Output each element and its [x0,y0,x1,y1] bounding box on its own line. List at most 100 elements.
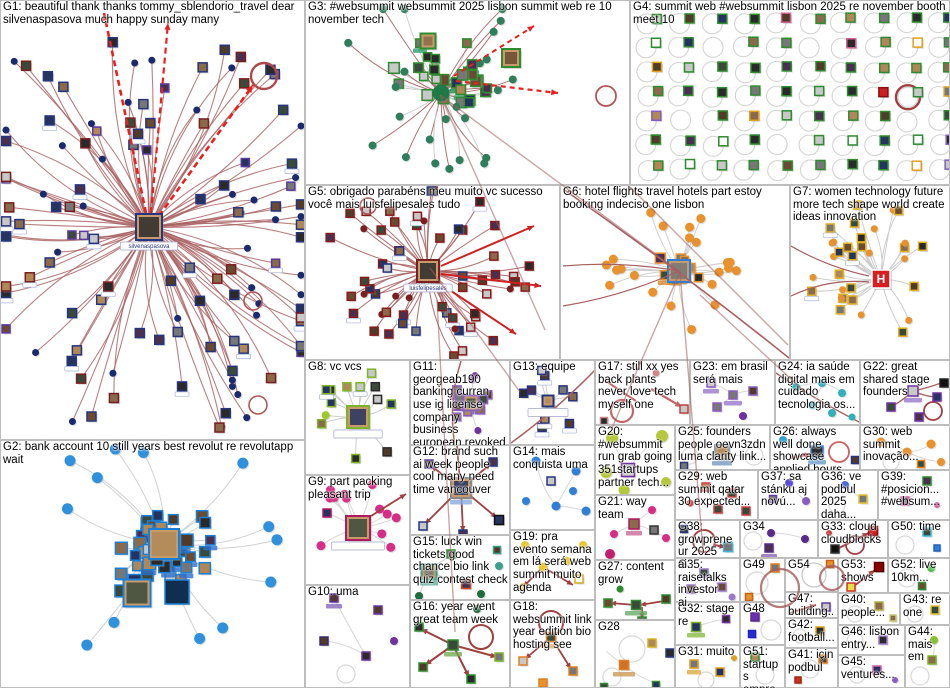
group-panel-g13[interactable]: G13: equipe [510,360,595,445]
group-panel-g47[interactable]: G47: building... [785,592,838,630]
group-graph-g50 [895,527,942,555]
group-panel-g6[interactable]: G6: hotel flights travel hotels part est… [560,185,790,360]
group-panel-g38[interactable]: G38: growpreneur 2025 ai... [675,520,740,571]
group-graph-g3 [344,5,617,174]
group-panel-g19[interactable]: G19: pra evento semana em lá será web su… [510,530,595,600]
group-graph-g1: silvenaspasova [1,12,304,434]
group-graph-g53 [846,561,886,592]
group-panel-g49[interactable]: G49 [740,558,785,602]
group-panel-g50[interactable]: G50: time [888,520,950,558]
group-graph-g52 [897,564,936,592]
group-graph-g46 [846,632,889,650]
group-panel-g25[interactable]: G25: founders people oevn3zdn luma clari… [675,425,770,470]
group-panel-g11[interactable]: G11: georgeab190 banking curran use ig l… [410,360,510,449]
group-graph-g39 [900,476,941,509]
group-graph-g44 [910,636,939,686]
group-graph-g15 [415,545,504,599]
group-panel-g30[interactable]: G30: web summit inovação... [860,425,950,470]
group-panel-g37[interactable]: G37: sa stánku aj novú... [758,470,818,520]
group-graph-g37 [768,479,811,506]
group-panel-g27[interactable]: G27: content grow [595,560,675,620]
group-graph-g54 [801,559,836,588]
group-graph-g48 [747,612,782,641]
group-panel-g16[interactable]: G16: year event great team week [410,600,510,688]
group-panel-g3[interactable]: G3: #websummit websummit 2025 lisbon sum… [305,0,630,185]
group-graph-g19 [519,541,588,592]
group-panel-g46[interactable]: G46: lisbon entry... [838,625,905,655]
group-panel-g33[interactable]: G33: cloud cloudblocks [818,520,888,558]
group-panel-g21[interactable]: G21: way team [595,495,675,560]
group-graph-g35 [686,568,737,601]
group-graph-g5: luisfelipesales [325,186,542,359]
group-graph-g49 [744,563,781,601]
group-graph-g9 [316,479,407,553]
group-panel-g7[interactable]: H G7: women technology future more tech s… [790,185,950,360]
group-panel-g18[interactable]: G18: websummit link year edition bio hos… [510,600,595,688]
group-panel-g34[interactable]: G34 [740,520,818,558]
group-panel-g20[interactable]: G20: #websummit run grab going 351startu… [595,425,675,495]
group-graph-g16 [414,605,505,685]
group-panel-g44[interactable]: G44: mais em [905,625,950,688]
group-panel-g12[interactable]: G12: brand such ai week people cool many… [410,445,510,535]
group-graph-g20 [600,430,672,494]
group-graph-g12 [418,446,506,534]
group-graph-g32 [687,614,732,638]
group-panel-g28[interactable]: G28 [595,620,675,688]
group-panel-g23[interactable]: G23: em brasil será mais [690,360,775,425]
group-graph-g23 [703,378,759,421]
group-graph-g24 [776,372,859,423]
group-graph-g13 [511,365,594,444]
group-panel-g31[interactable]: G31: muito [675,645,740,688]
group-panel-g45[interactable]: G45: ventures... [838,655,905,688]
group-panel-g32[interactable]: G32: stage re [675,602,740,645]
group-panel-g26[interactable]: G26: always well done showcase applied h… [770,425,860,476]
group-panel-g24[interactable]: G24: ia saúde digital mais em cuidado te… [775,360,860,425]
group-panel-g14[interactable]: G14: mais conquista uma [510,445,595,530]
group-panel-g15[interactable]: G15: luck win tickets good chance bio li… [410,535,510,600]
group-panel-g54[interactable]: G54 [785,558,838,592]
group-graph-g47 [789,602,832,614]
group-panel-g35[interactable]: G35: raisetalks investor ai... [675,558,740,609]
group-panel-g10[interactable]: G10: uma [305,585,410,688]
group-graph-g4 [635,11,949,182]
svg-text:silvenaspasova: silvenaspasova [128,244,170,250]
group-graph-g6 [562,188,789,359]
group-panel-g9[interactable]: G9: part packing pleasant trip [305,475,410,585]
group-graph-g14 [522,456,592,517]
group-graph-g27 [603,585,672,619]
group-panel-g52[interactable]: G52: live 10km... [888,558,950,593]
group-panel-g43[interactable]: G43: re one [900,593,950,625]
group-graph-g45 [848,665,899,684]
svg-text:luisfelipesales: luisfelipesales [409,286,446,292]
group-panel-g17[interactable]: G17: still xx yes back plants never love… [595,360,690,425]
group-panel-g2[interactable]: G2: bank account 10 still years best rev… [0,440,305,688]
group-panel-g51[interactable]: G51: startups empre... [740,645,785,688]
group-graph-g38 [679,524,735,554]
group-panel-g29[interactable]: G29: web summit qatar 30 expected... [675,470,758,520]
group-graph-g18 [518,610,579,687]
group-panel-g5[interactable]: luisfelipesales G5: obrigado parabéns meu… [305,185,560,360]
group-graph-g42 [792,626,826,644]
group-graph-g29 [686,482,752,517]
group-graph-g30 [876,437,946,469]
group-panel-g48[interactable]: G48 [740,602,785,645]
group-panel-g53[interactable]: G53: shows [838,558,888,593]
svg-text:H: H [877,272,886,286]
group-graph-g22 [886,378,949,423]
group-panel-g40[interactable]: G40: people... [838,593,900,625]
group-panel-g42[interactable]: G42: football... [785,618,838,648]
group-graph-g43 [906,605,941,623]
group-panel-g4[interactable]: G4: summit web #websummit lisbon 2025 re… [630,0,950,185]
group-panel-g22[interactable]: G22: great shared stage founders [860,360,950,425]
group-panel-g36[interactable]: G36: ve podbul 2025 daha... [818,470,878,521]
group-panel-g39[interactable]: G39: #posicion... #websum... [878,470,950,520]
group-graph-g33 [826,525,880,555]
group-graph-g10 [319,593,399,684]
group-panel-g1[interactable]: silvenaspasova G1: beautiful thank thanks… [0,0,305,440]
group-panel-g8[interactable]: G8: vc vcs [305,360,410,475]
group-graph-g8 [316,368,397,465]
group-graph-g31 [687,655,738,687]
group-graph-g21 [605,506,671,559]
group-panel-g41[interactable]: G41: için podbul [785,648,838,688]
